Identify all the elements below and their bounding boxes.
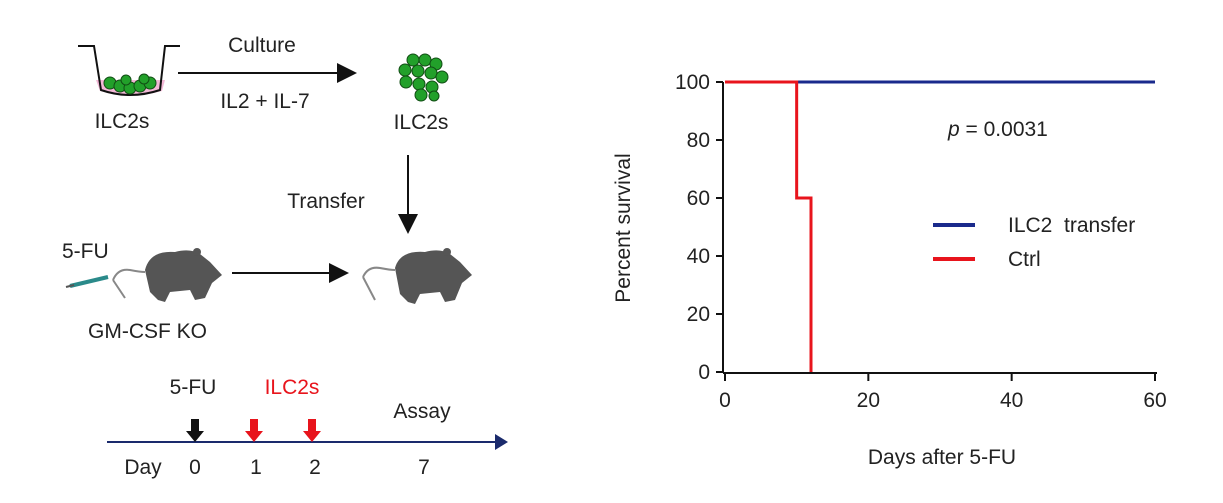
day-tick: 0: [189, 456, 201, 479]
x-tick-label: 0: [719, 389, 731, 412]
timeline: 5-FU ILC2s Assay Day 0 1 2 7: [107, 376, 508, 479]
timeline-5fu-label: 5-FU: [170, 376, 217, 399]
x-tick-label: 20: [857, 389, 880, 412]
x-axis-label: Days after 5-FU: [868, 446, 1016, 469]
down-arrow-icon: [245, 419, 263, 442]
cluster-label: ILC2s: [394, 111, 449, 134]
y-tick-label: 20: [687, 303, 710, 326]
well-label: ILC2s: [95, 110, 150, 133]
x-tick-label: 40: [1000, 389, 1023, 412]
timeline-assay-label: Assay: [393, 400, 451, 423]
y-tick-label: 80: [687, 129, 710, 152]
y-axis-label: Percent survival: [612, 153, 635, 302]
survival-chart: 0 20 40 60 80 100 0 20 40 60 Percent survival Da…: [612, 71, 1167, 469]
timeline-arrowhead: [495, 434, 508, 450]
y-tick-label: 100: [675, 71, 710, 94]
series-line-ctrl: [725, 80, 813, 372]
mouse-icon: [362, 248, 472, 304]
mouse-icon: [112, 248, 222, 302]
y-tick-label: 40: [687, 245, 710, 268]
cytokine-label: IL2 + IL-7: [220, 90, 309, 113]
day-tick: 7: [418, 456, 430, 479]
down-arrow-icon: [186, 419, 204, 442]
timeline-ilc2s-label: ILC2s: [265, 376, 320, 399]
x-tick-label: 60: [1143, 389, 1166, 412]
transfer-label: Transfer: [287, 190, 364, 213]
syringe-icon: [65, 275, 109, 288]
p-value-annotation: p = 0.0031: [947, 118, 1048, 141]
culture-well-icon: [78, 45, 180, 96]
mouse-label: GM-CSF KO: [88, 320, 207, 343]
cell-cluster-icon: [398, 53, 449, 102]
y-tick-label: 60: [687, 187, 710, 210]
day-tick: 1: [250, 456, 262, 479]
y-tick-label: 0: [698, 361, 710, 384]
day-tick: 2: [309, 456, 321, 479]
schematic: ILC2s Culture IL2 + IL-7 ILC2s Transfer …: [62, 34, 508, 479]
down-arrow-icon: [303, 419, 321, 442]
legend-label-ctrl: Ctrl: [1008, 248, 1041, 271]
legend-label-ilc2: ILC2 transfer: [1008, 214, 1135, 237]
culture-label: Culture: [228, 34, 296, 57]
day-label: Day: [124, 456, 162, 479]
legend: ILC2 transfer Ctrl: [933, 214, 1135, 271]
p-symbol: p: [947, 118, 960, 141]
injection-label: 5-FU: [62, 240, 109, 263]
p-value: = 0.0031: [960, 118, 1048, 141]
